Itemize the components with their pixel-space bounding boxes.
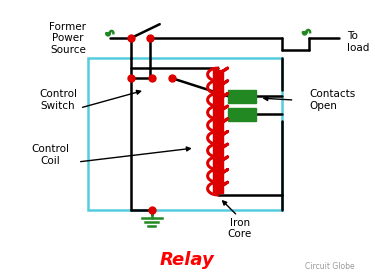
Text: Iron
Core: Iron Core [228,218,252,239]
Bar [88,58,282,210]
Text: To
load: To load [347,31,370,53]
Text: Circuit Globe: Circuit Globe [304,262,354,271]
Bar [213,70,223,193]
Text: Control
Switch: Control Switch [39,89,77,111]
Text: Control
Coil: Control Coil [31,144,69,166]
Bar [228,90,255,103]
Text: Contacts
Open: Contacts Open [309,89,356,111]
Text: Relay: Relay [159,251,214,269]
Bar [228,108,255,121]
Text: Former
Power
Source: Former Power Source [50,22,86,55]
